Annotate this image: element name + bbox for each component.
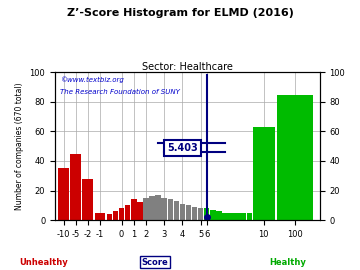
- Bar: [70, 154, 81, 220]
- Bar: [113, 211, 118, 220]
- Bar: [58, 168, 69, 220]
- Bar: [192, 207, 197, 220]
- Bar: [156, 195, 161, 220]
- Text: 5.403: 5.403: [167, 143, 198, 153]
- Bar: [143, 198, 149, 220]
- Bar: [119, 208, 124, 220]
- Text: ©www.textbiz.org: ©www.textbiz.org: [60, 77, 124, 83]
- Text: Z’-Score Histogram for ELMD (2016): Z’-Score Histogram for ELMD (2016): [67, 8, 293, 18]
- Bar: [240, 213, 246, 220]
- Text: Unhealthy: Unhealthy: [19, 258, 68, 266]
- Bar: [125, 205, 130, 220]
- Bar: [137, 202, 143, 220]
- Text: The Research Foundation of SUNY: The Research Foundation of SUNY: [60, 89, 180, 94]
- Bar: [174, 201, 179, 220]
- Bar: [253, 127, 275, 220]
- Bar: [247, 213, 252, 220]
- Bar: [198, 208, 203, 220]
- Title: Sector: Healthcare: Sector: Healthcare: [142, 62, 233, 72]
- Y-axis label: Number of companies (670 total): Number of companies (670 total): [15, 82, 24, 210]
- Text: Score: Score: [141, 258, 168, 266]
- Bar: [82, 179, 93, 220]
- Bar: [204, 208, 210, 220]
- Bar: [186, 205, 191, 220]
- Bar: [277, 94, 314, 220]
- Bar: [228, 213, 234, 220]
- Bar: [210, 210, 216, 220]
- Bar: [180, 204, 185, 220]
- Bar: [161, 198, 167, 220]
- Text: Healthy: Healthy: [270, 258, 306, 266]
- Bar: [167, 200, 173, 220]
- Bar: [149, 197, 155, 220]
- Bar: [234, 213, 240, 220]
- Bar: [95, 213, 105, 220]
- Bar: [216, 211, 222, 220]
- Bar: [131, 200, 136, 220]
- Bar: [107, 214, 112, 220]
- Bar: [222, 213, 228, 220]
